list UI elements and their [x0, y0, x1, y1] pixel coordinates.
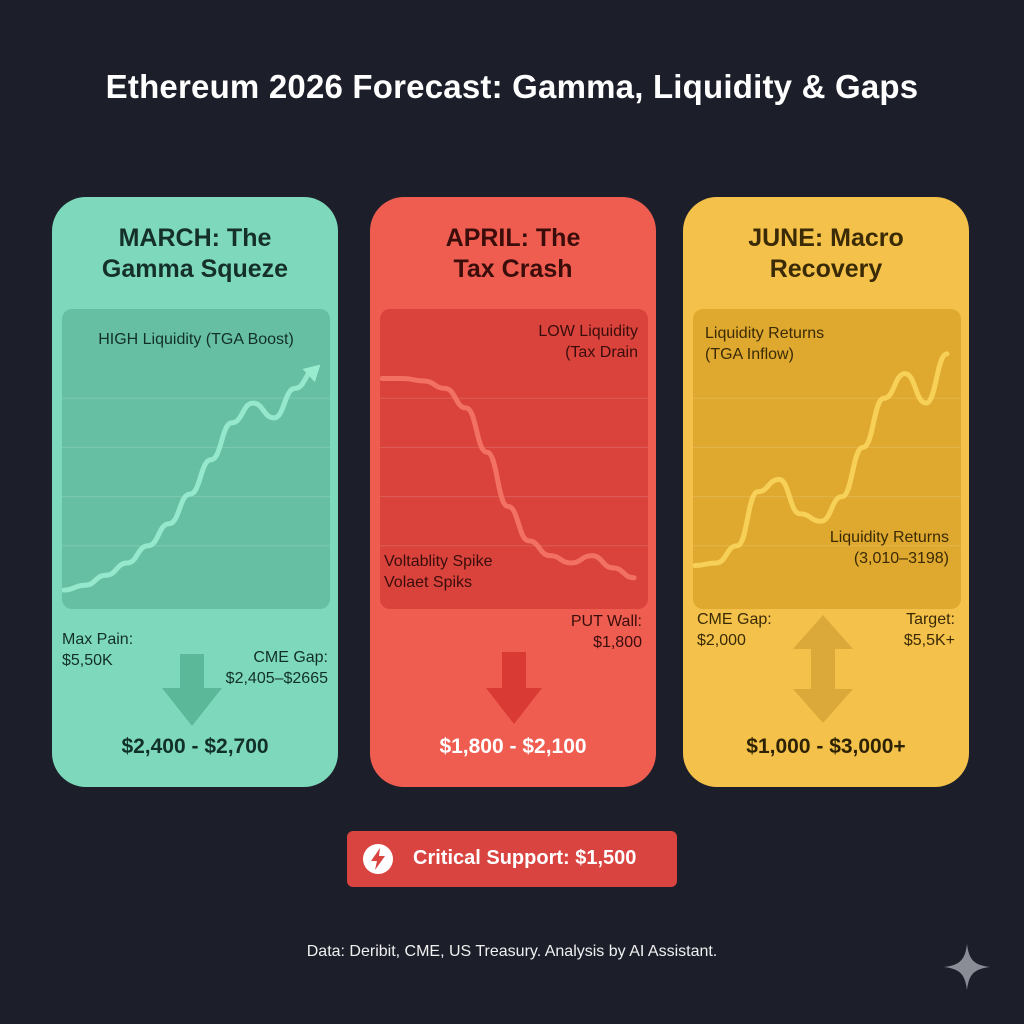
- trend-chart: [693, 351, 961, 568]
- card-heading: MARCH: The Gamma Squeze: [101, 224, 289, 283]
- critical-support-badge: Critical Support: $1,500: [347, 831, 677, 887]
- cme-gap-label: CME Gap: $2,000: [697, 611, 772, 649]
- arrow-down-icon: [486, 652, 542, 724]
- grid-lines: [380, 397, 648, 547]
- trend-line: [62, 366, 319, 593]
- card-heading: APRIL: The Tax Crash: [445, 224, 581, 283]
- trend-line: [693, 351, 950, 568]
- trend-chart: [62, 364, 330, 593]
- lightning-icon: [363, 844, 393, 874]
- range-text: $1,800 - $2,100: [439, 735, 587, 758]
- arrow-down-icon: [162, 654, 222, 726]
- range-text: $1,000 - $3,000+: [746, 735, 906, 758]
- trend-arrowhead: [302, 364, 321, 383]
- trend-line: [380, 376, 637, 581]
- sparkle-icon: [944, 944, 990, 990]
- chart-panel: HIGH Liquidity (TGA Boost): [62, 309, 330, 609]
- panel-label-secondary: Liquidity Returns (3,010–3198): [829, 529, 949, 567]
- arrow-up-down-icon: [793, 615, 853, 723]
- card-april: APRIL: The Tax Crash LOW Liquidity (Tax …: [370, 197, 656, 787]
- page-title: Ethereum 2026 Forecast: Gamma, Liquidity…: [105, 68, 919, 105]
- put-wall-label: PUT Wall: $1,800: [570, 613, 642, 651]
- panel-label: HIGH Liquidity (TGA Boost): [98, 331, 294, 348]
- trend-chart: [380, 376, 648, 581]
- footer-source: Data: Deribit, CME, US Treasury. Analysi…: [306, 943, 718, 960]
- cme-gap-label: CME Gap: $2,405–$2665: [225, 649, 328, 687]
- panel-label: Liquidity Returns (TGA Inflow): [705, 325, 825, 363]
- card-heading: JUNE: Macro Recovery: [748, 224, 904, 283]
- range-text: $2,400 - $2,700: [121, 735, 269, 758]
- grid-lines: [62, 397, 330, 547]
- panel-label-secondary: Voltablity Spike Volaet Spiks: [384, 553, 493, 591]
- grid-lines: [693, 397, 961, 547]
- critical-support-text: Critical Support: $1,500: [413, 847, 637, 869]
- target-label: Target: $5,5K+: [903, 611, 955, 649]
- card-march: MARCH: The Gamma Squeze HIGH Liquidity (…: [52, 197, 338, 787]
- chart-panel: LOW Liquidity (Tax Drain Voltablity Spik…: [380, 309, 648, 609]
- panel-label: LOW Liquidity (Tax Drain: [538, 323, 638, 361]
- max-pain-label: Max Pain: $5,50K: [62, 631, 134, 669]
- card-june: JUNE: Macro Recovery Liquidity Returns (…: [683, 197, 969, 787]
- chart-panel: Liquidity Returns (TGA Inflow) Liquidity…: [693, 309, 961, 609]
